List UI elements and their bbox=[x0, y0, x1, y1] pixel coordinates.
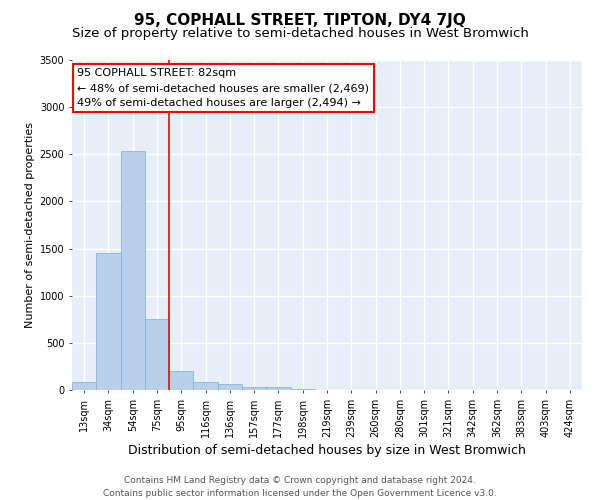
X-axis label: Distribution of semi-detached houses by size in West Bromwich: Distribution of semi-detached houses by … bbox=[128, 444, 526, 457]
Bar bbox=[266, 387, 290, 390]
Bar bbox=[145, 320, 169, 390]
Bar bbox=[290, 389, 315, 390]
Text: 95 COPHALL STREET: 82sqm
← 48% of semi-detached houses are smaller (2,469)
49% o: 95 COPHALL STREET: 82sqm ← 48% of semi-d… bbox=[77, 68, 369, 108]
Bar bbox=[72, 382, 96, 390]
Bar bbox=[242, 386, 266, 390]
Text: 95, COPHALL STREET, TIPTON, DY4 7JQ: 95, COPHALL STREET, TIPTON, DY4 7JQ bbox=[134, 12, 466, 28]
Bar bbox=[193, 382, 218, 390]
Bar bbox=[218, 384, 242, 390]
Bar bbox=[96, 254, 121, 390]
Text: Size of property relative to semi-detached houses in West Bromwich: Size of property relative to semi-detach… bbox=[71, 28, 529, 40]
Bar bbox=[169, 371, 193, 390]
Text: Contains HM Land Registry data © Crown copyright and database right 2024.
Contai: Contains HM Land Registry data © Crown c… bbox=[103, 476, 497, 498]
Y-axis label: Number of semi-detached properties: Number of semi-detached properties bbox=[25, 122, 35, 328]
Bar bbox=[121, 152, 145, 390]
